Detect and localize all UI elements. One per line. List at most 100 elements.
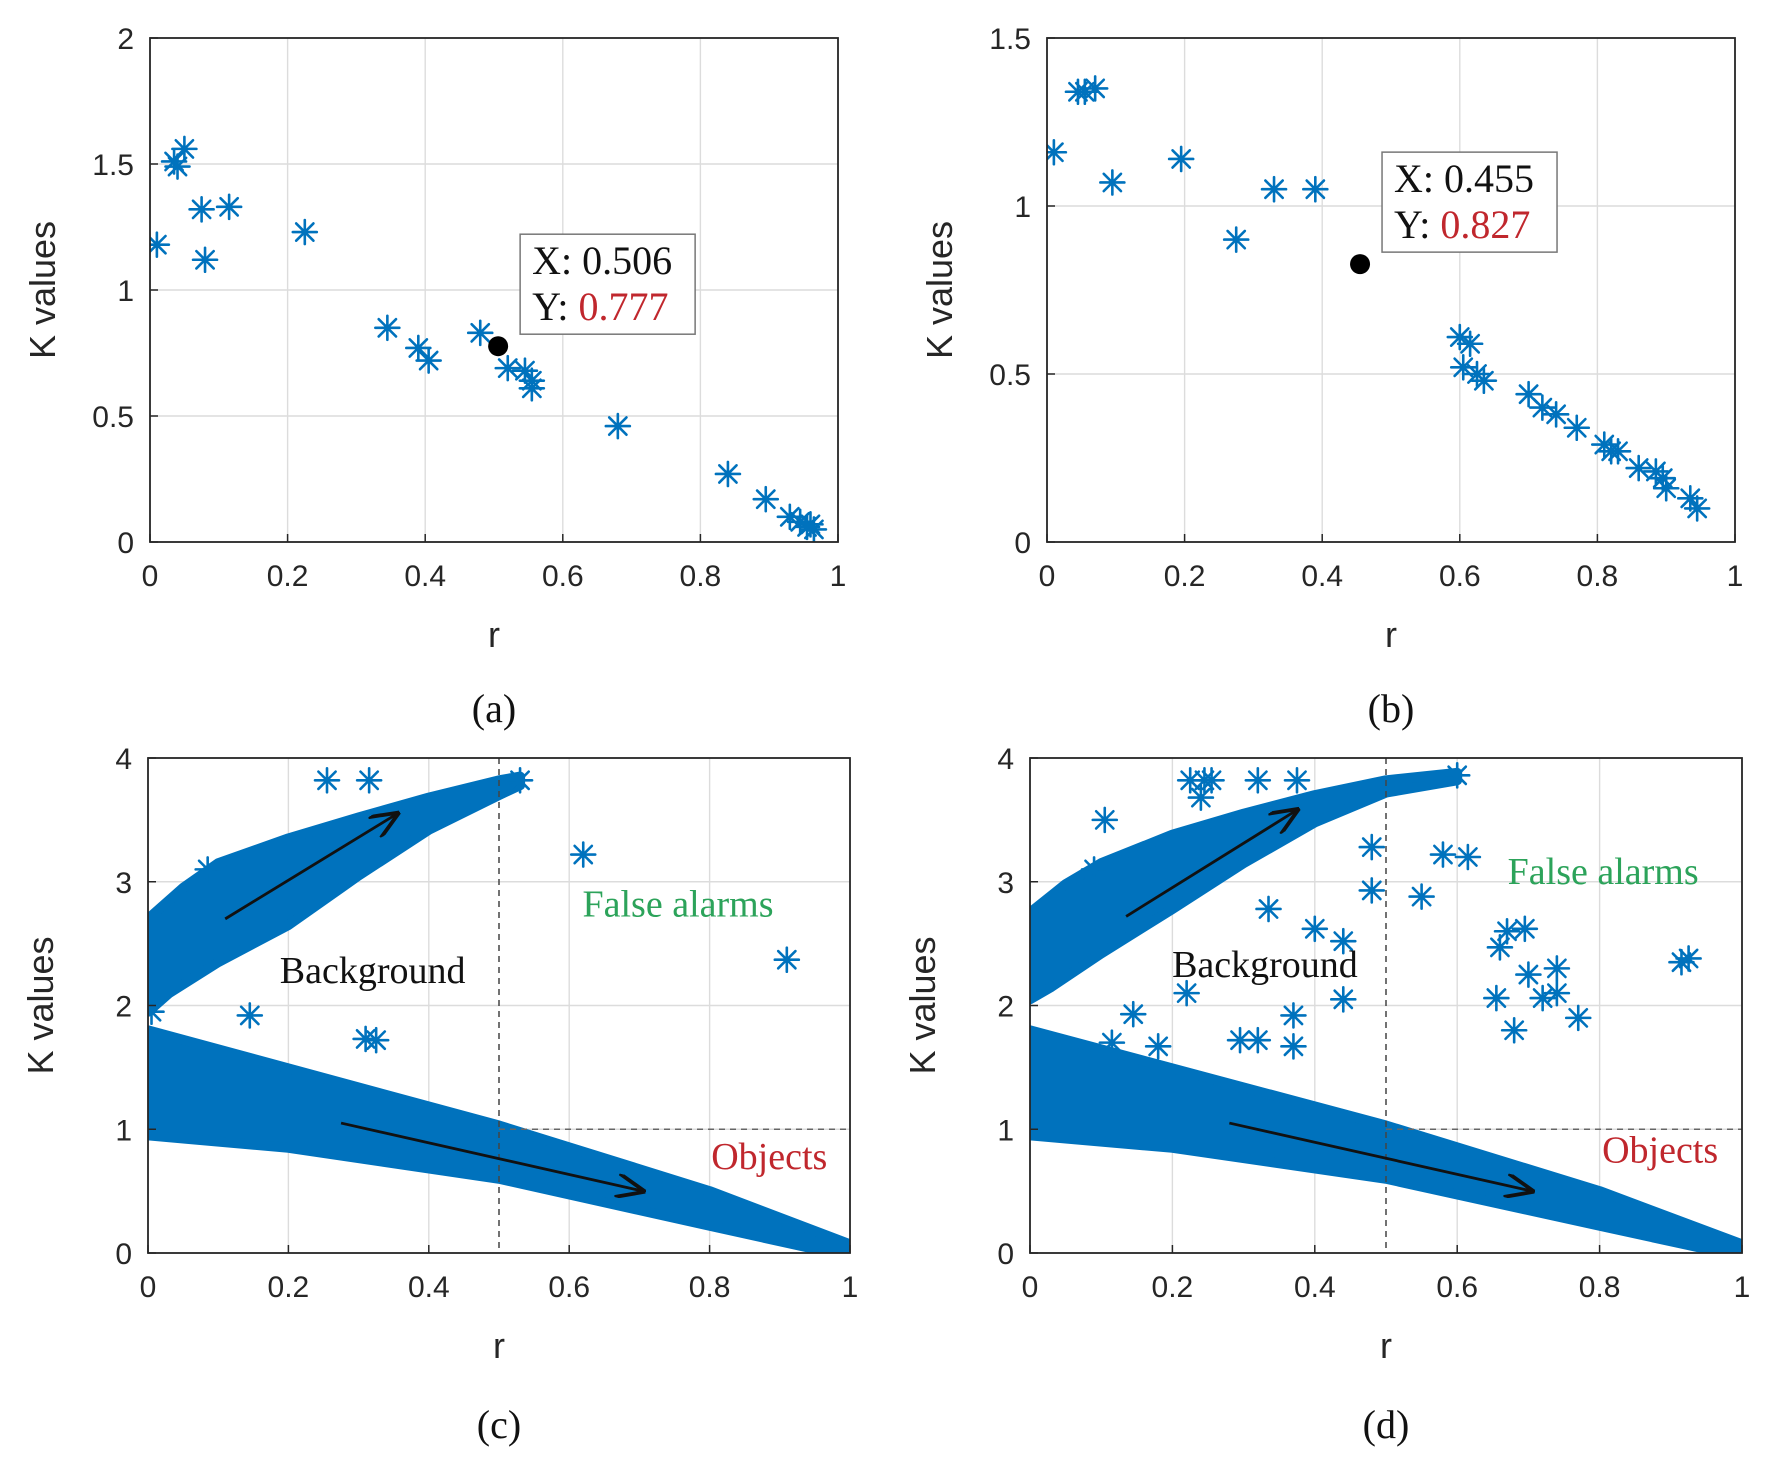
annotation-false-alarms: False alarms [583,883,774,925]
data-point [291,218,319,246]
annotation-objects: Objects [711,1136,827,1178]
panel-a: 0 0.2 0.4 0.6 0.8 1 0 0.5 1 1.5 2 r K values X: 0.506… [22,23,846,731]
data-point [1429,841,1457,868]
datatip-box [519,233,696,335]
data-point [1529,394,1556,421]
data-point [194,856,221,883]
data-point [1500,1016,1528,1044]
data-point [1446,323,1474,351]
panel-caption: (c) [477,1402,521,1447]
data-point [1173,979,1200,1007]
data-point [1493,917,1521,945]
data-point [1676,485,1704,512]
panel-c: 0 0.2 0.4 0.6 0.8 1 0 1 2 3 4 r K values False alarms… [20,743,858,1447]
y-axis-label: K values [919,221,960,359]
x-tick-label: 0.8 [1579,1271,1621,1304]
data-point [776,503,804,531]
annotation-objects: Objects [1602,1130,1718,1172]
x-tick-label: 0.8 [680,560,722,593]
data-point [569,841,597,868]
data-point [1563,414,1591,442]
x-tick-label: 0.2 [267,560,309,593]
data-point [1255,895,1282,923]
x-tick-label: 0.2 [268,1271,310,1304]
data-point [1226,1026,1254,1054]
x-axis-label: r [488,614,500,655]
data-point [1091,806,1119,834]
y-tick-label: 4 [997,743,1014,776]
data-point [1080,856,1108,883]
data-point [786,508,814,536]
x-tick-label: 0.6 [1436,1271,1478,1304]
data-point [150,231,171,258]
x-tick-label: 0.6 [548,1271,590,1304]
datatip-x-text: X: 0.455 [1394,156,1534,201]
data-point [1081,75,1109,102]
data-point [1222,226,1250,253]
data-point [1604,437,1632,465]
y-tick-label: 1 [1014,191,1031,224]
x-tick-label: 0.4 [404,560,446,593]
datatip-y-value: 0.777 [578,284,668,329]
x-tick-label: 0.2 [1164,560,1206,593]
data-point [1683,495,1711,522]
datatip-x-value: 0.455 [1444,156,1534,201]
data-point [1280,1033,1307,1060]
data-point [466,319,494,347]
data-point [506,766,534,794]
x-tick-label: 0.4 [1301,560,1343,593]
y-tick-label: 0 [1014,527,1031,560]
data-point [1675,945,1702,972]
trend-arrow [1229,1121,1532,1191]
data-point [1283,766,1311,794]
data-point [1302,175,1329,203]
data-point [1280,1002,1307,1029]
x-axis-label: r [1385,614,1397,655]
x-tick-label: 0 [142,560,159,593]
x-tick-label: 0.6 [1439,560,1481,593]
datatip-y-text: Y: 0.827 [1394,202,1530,247]
trend-arrow [224,814,397,921]
data-point [1542,401,1570,428]
y-tick-label: 3 [997,867,1014,900]
y-tick-label: 0 [115,1238,132,1271]
data-point [1071,78,1099,106]
datatip-y-text: Y: 0.777 [532,284,668,329]
x-tick-label: 0.8 [1577,560,1619,593]
datatip-box [1381,151,1558,253]
axes-box [1046,37,1736,543]
datatip-x-prefix: X: [1394,156,1444,201]
data-point [1176,766,1204,794]
data-point [1167,145,1195,173]
data-point [752,485,780,513]
data-point [1454,843,1482,871]
datatip-point [488,336,509,357]
data-point [1543,955,1571,982]
data-point [1187,784,1215,811]
data-point [1301,915,1329,943]
panel-caption: (b) [1368,686,1415,731]
x-tick-label: 1 [1727,560,1744,593]
data-layer [1047,75,1711,522]
x-tick-label: 1 [1734,1271,1751,1304]
data-point [191,246,219,274]
plot-area [1047,38,1735,542]
x-tick-label: 0.6 [542,560,584,593]
y-tick-label: 2 [117,23,134,56]
trend-arrow [1125,810,1297,918]
y-tick-label: 4 [115,743,132,776]
data-point [1119,1000,1147,1028]
x-axis-label: r [493,1325,505,1366]
object-cluster [148,1025,850,1253]
data-point [215,193,243,221]
data-point [1144,1033,1172,1060]
data-point [494,354,522,382]
panel-b: 0 0.2 0.4 0.6 0.8 1 0 0.5 1 1.5 r K values X: 0.455Y… [919,23,1743,731]
data-point [1098,1029,1126,1056]
y-tick-label: 1 [115,1114,132,1147]
datatip-x-value: 0.506 [582,238,672,283]
data-point [355,766,383,794]
data-point [1244,766,1272,794]
